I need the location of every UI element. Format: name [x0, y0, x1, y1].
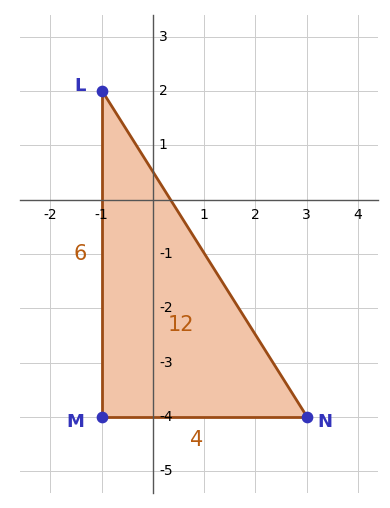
Text: 12: 12 [168, 314, 194, 335]
Point [98, 412, 105, 421]
Text: 4: 4 [190, 430, 203, 450]
Point [98, 87, 105, 96]
Text: 2: 2 [159, 84, 168, 98]
Point [303, 412, 310, 421]
Text: 2: 2 [251, 208, 260, 222]
Text: -1: -1 [95, 208, 108, 222]
Text: 1: 1 [200, 208, 209, 222]
Text: N: N [317, 413, 332, 431]
Text: 4: 4 [353, 208, 362, 222]
Text: L: L [74, 77, 86, 95]
Text: 3: 3 [159, 30, 168, 44]
Text: -2: -2 [43, 208, 57, 222]
Text: 6: 6 [73, 244, 87, 264]
Text: -2: -2 [159, 301, 172, 315]
Text: -4: -4 [159, 410, 172, 424]
Text: -3: -3 [159, 356, 172, 369]
Text: -1: -1 [159, 247, 173, 261]
Text: 3: 3 [302, 208, 311, 222]
Text: M: M [66, 413, 84, 431]
Text: -5: -5 [159, 464, 172, 478]
Text: 1: 1 [159, 139, 168, 152]
Polygon shape [101, 91, 307, 417]
